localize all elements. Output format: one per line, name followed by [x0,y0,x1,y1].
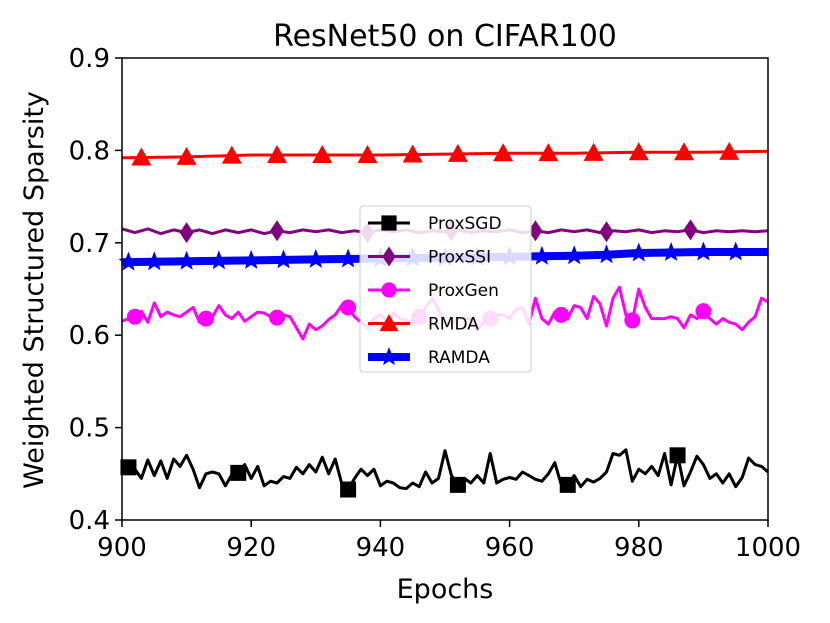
data-point-proxgen [695,303,712,320]
data-point-ramda [725,241,746,261]
axis-ticks: 900 920 940 960 980 1000 0.4 0.5 0.6 0.7 0.8 0.9 [69,44,801,563]
data-point-rmda [719,141,740,160]
data-point-rmda [312,145,333,164]
data-point-proxsgd [669,447,686,464]
y-tick-label: 0.8 [69,136,110,166]
x-tick-label: 920 [226,533,276,563]
data-point-rmda [131,147,152,166]
data-point-proxsgd [559,476,576,493]
y-tick-label: 0.5 [69,414,110,444]
data-point-ramda [531,245,552,265]
y-tick-label: 0.6 [69,321,110,351]
legend-marker-proxsgd [381,215,397,231]
data-point-rmda [267,145,288,164]
legend-label-proxgen: ProxGen [428,281,499,301]
data-point-ramda [338,248,359,268]
data-point-rmda [357,145,378,164]
data-point-ramda [564,245,585,265]
data-point-ramda [208,250,229,270]
legend-marker-proxssi [382,246,396,267]
data-point-proxgen [126,308,143,325]
data-point-proxgen [197,310,214,327]
x-tick-label: 960 [485,533,535,563]
data-point-proxssi [528,220,543,242]
data-point-proxssi [599,221,614,243]
series-proxsgd [120,447,769,498]
data-point-ramda [118,251,139,271]
plot-frame [121,57,769,521]
legend-label-proxssi: ProxSSI [428,248,491,268]
legend-box [359,205,532,373]
series-rmda [121,141,769,166]
data-point-ramda [305,248,326,268]
x-tick-label: 940 [356,533,406,563]
data-point-ramda [628,242,649,262]
legend-item-proxgen: ProxGen [368,281,499,301]
legend-marker-proxgen [381,282,397,298]
legend-marker-rmda [379,314,399,332]
data-point-proxsgd [230,464,247,481]
data-point-proxgen [553,306,570,323]
data-point-ramda [176,250,197,270]
data-point-proxgen [340,299,357,316]
legend-label-proxsgd: ProxSGD [428,214,502,234]
chart-title: ResNet50 on CIFAR100 [273,19,617,54]
data-point-rmda [538,143,559,162]
data-point-proxgen [624,312,641,329]
data-point-ramda [144,251,165,271]
data-point-proxssi [270,220,285,242]
legend-marker-ramda [379,347,399,366]
data-point-ramda [693,241,714,261]
y-axis-label: Weighted Structured Sparsity [19,91,50,489]
data-point-proxgen [269,309,286,326]
data-point-ramda [596,244,617,264]
data-point-proxssi [179,222,194,244]
legend-item-ramda: RAMDA [368,347,490,368]
data-point-ramda [273,249,294,269]
legend-label-rmda: RMDA [428,315,479,335]
data-point-rmda [493,143,514,162]
data-point-ramda [241,249,262,269]
data-point-rmda [176,146,197,165]
y-tick-label: 0.7 [69,229,110,259]
data-point-proxsgd [120,459,137,476]
x-tick-label: 1000 [735,533,801,563]
data-point-proxsgd [449,476,466,493]
data-point-rmda [221,145,242,164]
data-point-rmda [447,143,468,162]
data-point-proxsgd [340,481,357,498]
data-point-rmda [628,142,649,161]
legend-label-ramda: RAMDA [428,348,490,368]
data-point-ramda [661,242,682,261]
data-point-rmda [583,142,604,161]
x-tick-label: 900 [97,533,147,563]
legend-item-rmda: RMDA [368,314,479,335]
legend-item-proxssi: ProxSSI [368,246,491,268]
data-point-rmda [674,142,695,161]
legend-item-proxsgd: ProxSGD [368,214,502,234]
y-tick-label: 0.4 [69,506,110,536]
x-tick-label: 980 [614,533,664,563]
y-tick-label: 0.9 [69,44,110,74]
data-point-proxssi [683,219,698,241]
data-point-rmda [402,144,423,163]
legend: ProxSGD ProxSSI ProxGen RMDA RAMDA [359,205,532,373]
x-axis-label: Epochs [397,574,494,605]
